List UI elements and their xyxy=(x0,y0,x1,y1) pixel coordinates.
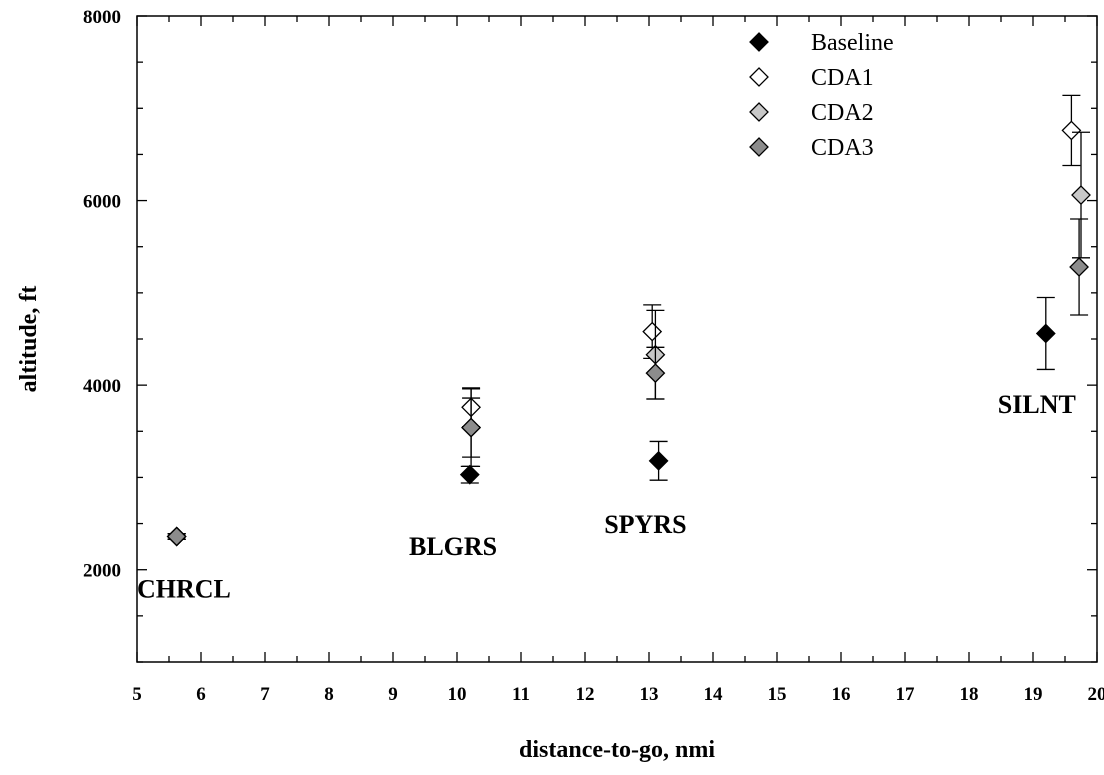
point-cda3 xyxy=(645,363,666,384)
waypoint-annotations: CHRCL BLGRS SPYRS SILNT xyxy=(137,390,1076,604)
point-cda2 xyxy=(1071,185,1091,205)
y-tick-label: 4000 xyxy=(83,376,121,397)
y-tick-labels: 2000 4000 6000 8000 xyxy=(83,7,121,582)
legend-marker-cda2 xyxy=(749,102,769,122)
plot-frame xyxy=(136,15,1098,663)
x-tick-label: 12 xyxy=(576,684,595,705)
x-tick-label: 8 xyxy=(324,684,334,705)
point-baseline xyxy=(648,450,669,471)
x-tick-label: 14 xyxy=(704,684,724,705)
legend-label-baseline: Baseline xyxy=(811,30,894,56)
point-cda1 xyxy=(1061,120,1082,141)
x-tick-label: 10 xyxy=(448,684,467,705)
point-baseline xyxy=(1035,323,1056,344)
annotation-spyrs: SPYRS xyxy=(604,510,686,539)
x-tick-label: 15 xyxy=(768,684,787,705)
annotation-blgrs: BLGRS xyxy=(409,532,497,561)
x-tick-label: 9 xyxy=(388,684,398,705)
x-tick-label: 5 xyxy=(132,684,142,705)
data-marks xyxy=(166,94,1091,547)
x-tick-label: 19 xyxy=(1024,684,1043,705)
x-tick-label: 16 xyxy=(832,684,851,705)
y-tick-label: 6000 xyxy=(83,192,121,213)
legend-label-cda2: CDA2 xyxy=(811,100,874,126)
legend-label-cda3: CDA3 xyxy=(811,135,874,161)
x-tick-label: 20 xyxy=(1088,684,1104,705)
y-axis-title: altitude, ft xyxy=(16,286,42,393)
point-cda3 xyxy=(166,526,187,547)
x-tick-label: 11 xyxy=(512,684,530,705)
annotation-chrcl: CHRCL xyxy=(137,574,231,603)
legend: Baseline CDA1 CDA2 CDA3 xyxy=(749,30,894,161)
x-tick-label: 17 xyxy=(896,684,916,705)
legend-marker-baseline xyxy=(749,32,769,52)
point-cda1 xyxy=(642,321,663,342)
x-tick-label: 6 xyxy=(196,684,206,705)
legend-label-cda1: CDA1 xyxy=(811,65,874,91)
x-tick-label: 13 xyxy=(640,684,659,705)
axis-ticks xyxy=(136,15,1098,663)
point-baseline xyxy=(459,464,480,485)
legend-marker-cda3 xyxy=(749,137,769,157)
y-tick-label: 8000 xyxy=(83,7,121,28)
point-cda3 xyxy=(1069,257,1089,277)
point-cda3 xyxy=(461,417,481,438)
x-tick-label: 7 xyxy=(260,684,270,705)
legend-marker-cda1 xyxy=(749,67,769,87)
x-tick-labels: 5 6 7 8 9 10 11 12 13 14 15 16 17 18 19 20 xyxy=(132,684,1104,705)
x-tick-label: 18 xyxy=(960,684,979,705)
y-tick-label: 2000 xyxy=(83,561,121,582)
annotation-silnt: SILNT xyxy=(998,390,1076,419)
x-axis-title: distance-to-go, nmi xyxy=(519,737,715,763)
